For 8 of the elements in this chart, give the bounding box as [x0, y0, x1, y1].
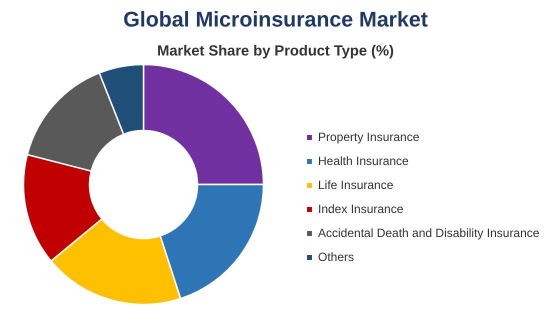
chart-subtitle: Market Share by Product Type (%): [157, 44, 394, 60]
legend-label: Health Insurance: [318, 154, 409, 168]
legend-label: Index Insurance: [318, 202, 404, 216]
legend-label: Life Insurance: [318, 178, 394, 192]
legend-label: Others: [318, 250, 354, 264]
legend-label: Property Insurance: [318, 130, 420, 144]
chart-title: Global Microinsurance Market: [123, 8, 428, 32]
legend-label: Accidental Death and Disability Insurance: [318, 226, 540, 240]
